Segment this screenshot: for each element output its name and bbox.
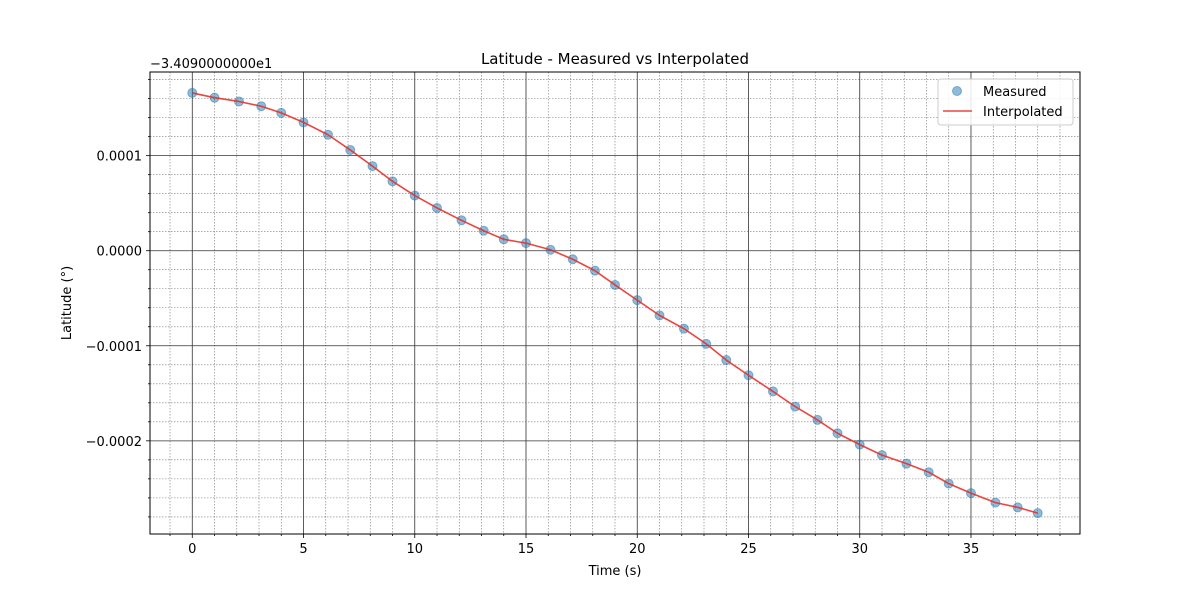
- y-axis-label: Latitude (°): [60, 266, 75, 340]
- interpolated-line: [192, 92, 1038, 514]
- legend-box: [937, 78, 1074, 126]
- x-tick-label: 10: [406, 542, 423, 557]
- legend: Measured Interpolated: [937, 78, 1074, 126]
- x-tick-label: 35: [963, 542, 980, 557]
- y-tick-label: 0.0000: [97, 245, 143, 260]
- chart-title: Latitude - Measured vs Interpolated: [481, 50, 749, 68]
- x-tick-label: 0: [188, 542, 196, 557]
- grid-layer: [150, 72, 1080, 534]
- y-tick-label: −0.0001: [86, 340, 142, 355]
- x-tick-label: 30: [851, 542, 868, 557]
- x-tick-label: 25: [740, 542, 757, 557]
- legend-measured-marker: [952, 86, 962, 96]
- y-offset-label: −3.4090000000e1: [150, 57, 272, 72]
- legend-measured-label: Measured: [983, 85, 1047, 100]
- x-tick-label: 15: [518, 542, 535, 557]
- legend-interpolated-label: Interpolated: [983, 105, 1063, 120]
- x-tick-label: 5: [299, 542, 307, 557]
- y-tick-label: −0.0002: [86, 435, 142, 450]
- x-tick-label: 20: [629, 542, 646, 557]
- y-tick-label: 0.0001: [97, 150, 143, 165]
- x-axis-label: Time (s): [588, 564, 642, 579]
- series-layer: [187, 87, 1043, 519]
- ticks-layer: 0 5 10 15 20 25 30 35 0.0001 0.0000 −0.0001 −0.0002: [86, 79, 1061, 557]
